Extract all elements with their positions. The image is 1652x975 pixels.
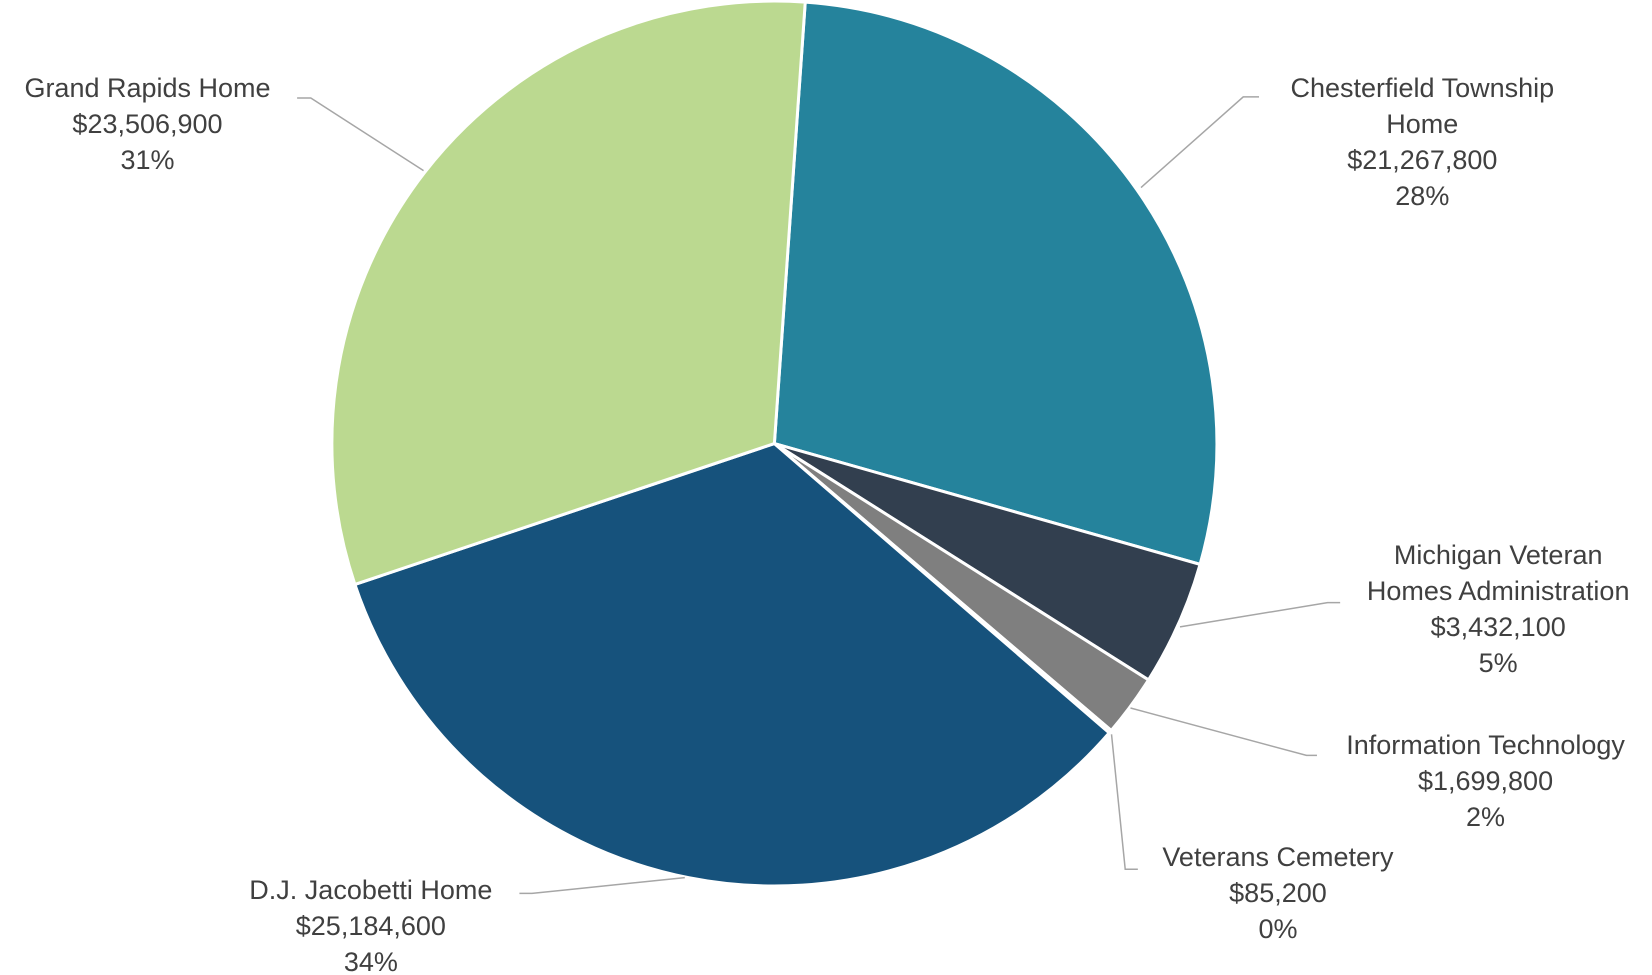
- data-label: Information Technology $1,699,800 2%: [1346, 727, 1625, 835]
- leader-line: [297, 97, 424, 172]
- data-label: Chesterfield Township Home $21,267,800 28%: [1257, 70, 1587, 214]
- value-label: $25,184,600: [295, 911, 446, 942]
- value-label: $1,699,800: [1417, 765, 1554, 796]
- leader-line: [519, 876, 685, 895]
- category-label: Michigan Veteran Homes Administration: [1366, 540, 1630, 607]
- data-label: Michigan Veteran Homes Administration $3,…: [1348, 537, 1648, 681]
- data-label: Veterans Cemetery $85,200 0%: [1162, 839, 1393, 947]
- leader-line: [1140, 96, 1260, 189]
- pie-slice: [353, 442, 1111, 888]
- leader-line: [1110, 734, 1138, 870]
- value-label: $85,200: [1229, 877, 1327, 908]
- data-label: D.J. Jacobetti Home $25,184,600 34%: [249, 872, 492, 975]
- value-label: $23,506,900: [72, 108, 223, 139]
- leader-line: [1130, 707, 1317, 757]
- percent-label: 2%: [1466, 801, 1506, 832]
- data-label: Grand Rapids Home $23,506,900 31%: [24, 70, 270, 178]
- value-label: $3,432,100: [1430, 612, 1566, 643]
- category-label: Veterans Cemetery: [1162, 841, 1394, 872]
- pie-slice: [772, 0, 1219, 566]
- percent-label: 31%: [120, 144, 175, 175]
- category-label: Grand Rapids Home: [24, 72, 271, 103]
- percent-label: 0%: [1258, 913, 1298, 944]
- percent-label: 28%: [1395, 180, 1450, 211]
- percent-label: 5%: [1478, 648, 1518, 679]
- category-label: Information Technology: [1346, 729, 1625, 760]
- percent-label: 34%: [343, 947, 398, 975]
- value-label: $21,267,800: [1347, 144, 1498, 175]
- leader-line: [1179, 601, 1341, 628]
- category-label: D.J. Jacobetti Home: [249, 875, 493, 906]
- pie-slice: [330, 0, 807, 586]
- category-label: Chesterfield Township Home: [1290, 72, 1555, 139]
